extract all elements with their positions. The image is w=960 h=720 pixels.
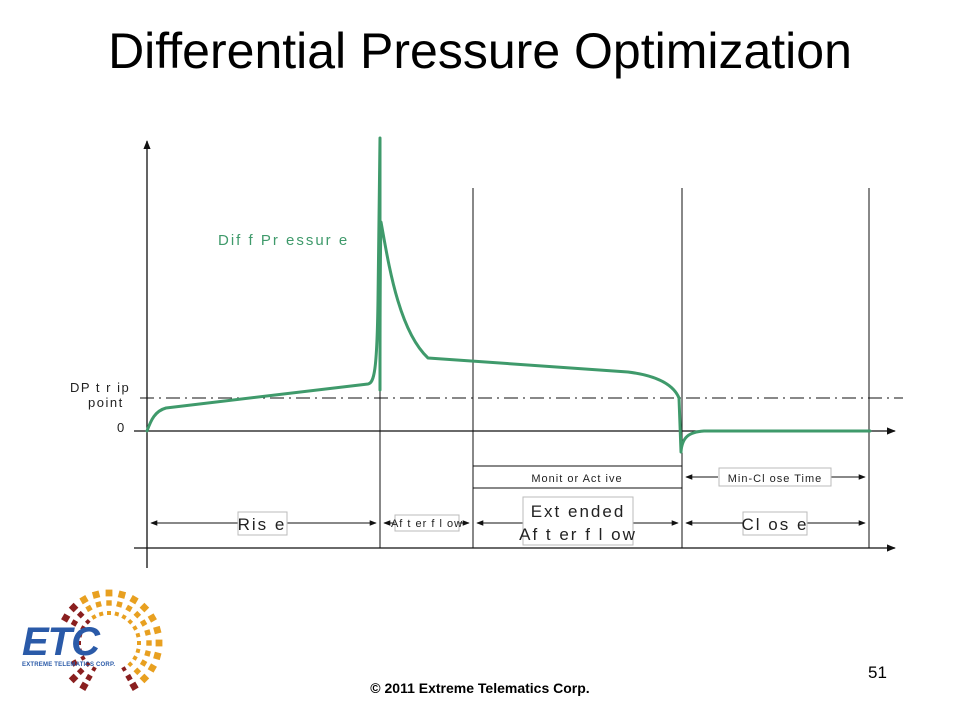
logo-dot: [153, 625, 162, 635]
logo-dot: [80, 625, 86, 631]
dp-trip-label: point: [88, 395, 124, 410]
logo-dot: [155, 639, 163, 647]
logo-dot: [133, 610, 142, 619]
logo-dot: [153, 651, 162, 661]
logo-dot: [95, 601, 102, 608]
logo-dot: [132, 625, 138, 631]
etc-logo: ETC EXTREME TELEMATICS CORP.: [14, 588, 174, 698]
dp-trip-label: DP t r ip: [70, 380, 130, 395]
diff-pressure-curve: [145, 136, 872, 454]
logo-dot: [121, 666, 127, 672]
logo-dot: [106, 600, 112, 606]
logo-dot: [135, 632, 141, 638]
close-box: [742, 511, 808, 536]
logo-dot: [79, 681, 89, 691]
logo-dot: [91, 614, 97, 620]
logo-dot: [91, 590, 101, 599]
logo-dot: [147, 663, 157, 673]
logo-dot: [133, 667, 142, 676]
logo-dot: [70, 619, 79, 627]
logo-dot: [70, 659, 79, 667]
logo-dot: [77, 641, 81, 645]
min-close-box: [718, 467, 832, 487]
logo-dot: [114, 611, 120, 617]
rise-box: [237, 511, 288, 536]
logo-dot: [129, 595, 139, 605]
sunburst-icon: [61, 589, 163, 691]
logo-dot: [79, 595, 89, 605]
close-label: Cl os e: [742, 515, 809, 534]
rise-label: Ris e: [238, 515, 287, 534]
logo-dot: [85, 604, 93, 613]
logo-dot: [147, 613, 157, 623]
extended-box: [522, 496, 634, 546]
logo-dot: [68, 673, 79, 684]
logo-dot: [61, 613, 71, 623]
logo-dot: [107, 611, 111, 615]
logo-dot: [125, 673, 133, 682]
logo-dot: [80, 655, 86, 661]
logo-dot: [135, 648, 141, 654]
logo-dot: [144, 650, 151, 657]
logo-dot: [98, 611, 104, 617]
logo-tagline: EXTREME TELEMATICS CORP.: [22, 662, 116, 668]
logo-dot: [125, 604, 133, 613]
logo-dot: [121, 614, 127, 620]
copyright-notice: © 2011 Extreme Telematics Corp.: [370, 680, 590, 696]
logo-dot: [127, 618, 134, 625]
afterflow-box: [394, 514, 460, 532]
logo-dot: [137, 641, 141, 645]
slide-title: Differential Pressure Optimization: [108, 23, 852, 79]
extended-label: Ext ended: [531, 502, 626, 521]
logo-dot: [91, 666, 97, 672]
logo-dot: [139, 619, 148, 627]
logo-dot: [116, 601, 123, 608]
logo-dot: [68, 602, 79, 613]
extended-label: Af t er f l ow: [519, 525, 637, 544]
logo-wordmark: ETC: [22, 620, 100, 664]
logo-dot: [76, 610, 85, 619]
afterflow-label: Af t er f l ow: [391, 518, 463, 530]
series-label: Dif f Pr essur e: [218, 232, 349, 249]
logo-dot: [144, 629, 151, 636]
min-close-label: Min-Cl ose Time: [728, 473, 822, 485]
logo-dot: [77, 648, 83, 654]
logo-dot: [85, 673, 93, 682]
logo-dot: [117, 590, 127, 599]
logo-dot: [146, 640, 152, 646]
logo-dot: [129, 681, 139, 691]
logo-dot: [76, 667, 85, 676]
logo-dot: [127, 661, 134, 668]
zero-label: 0: [117, 420, 126, 435]
page-number: 51: [868, 663, 887, 682]
logo-dot: [139, 602, 150, 613]
logo-dot: [77, 632, 83, 638]
logo-dot: [139, 659, 148, 667]
logo-dot: [105, 589, 113, 597]
monitor-active-label: Monit or Act ive: [531, 473, 622, 485]
logo-dot: [132, 655, 138, 661]
